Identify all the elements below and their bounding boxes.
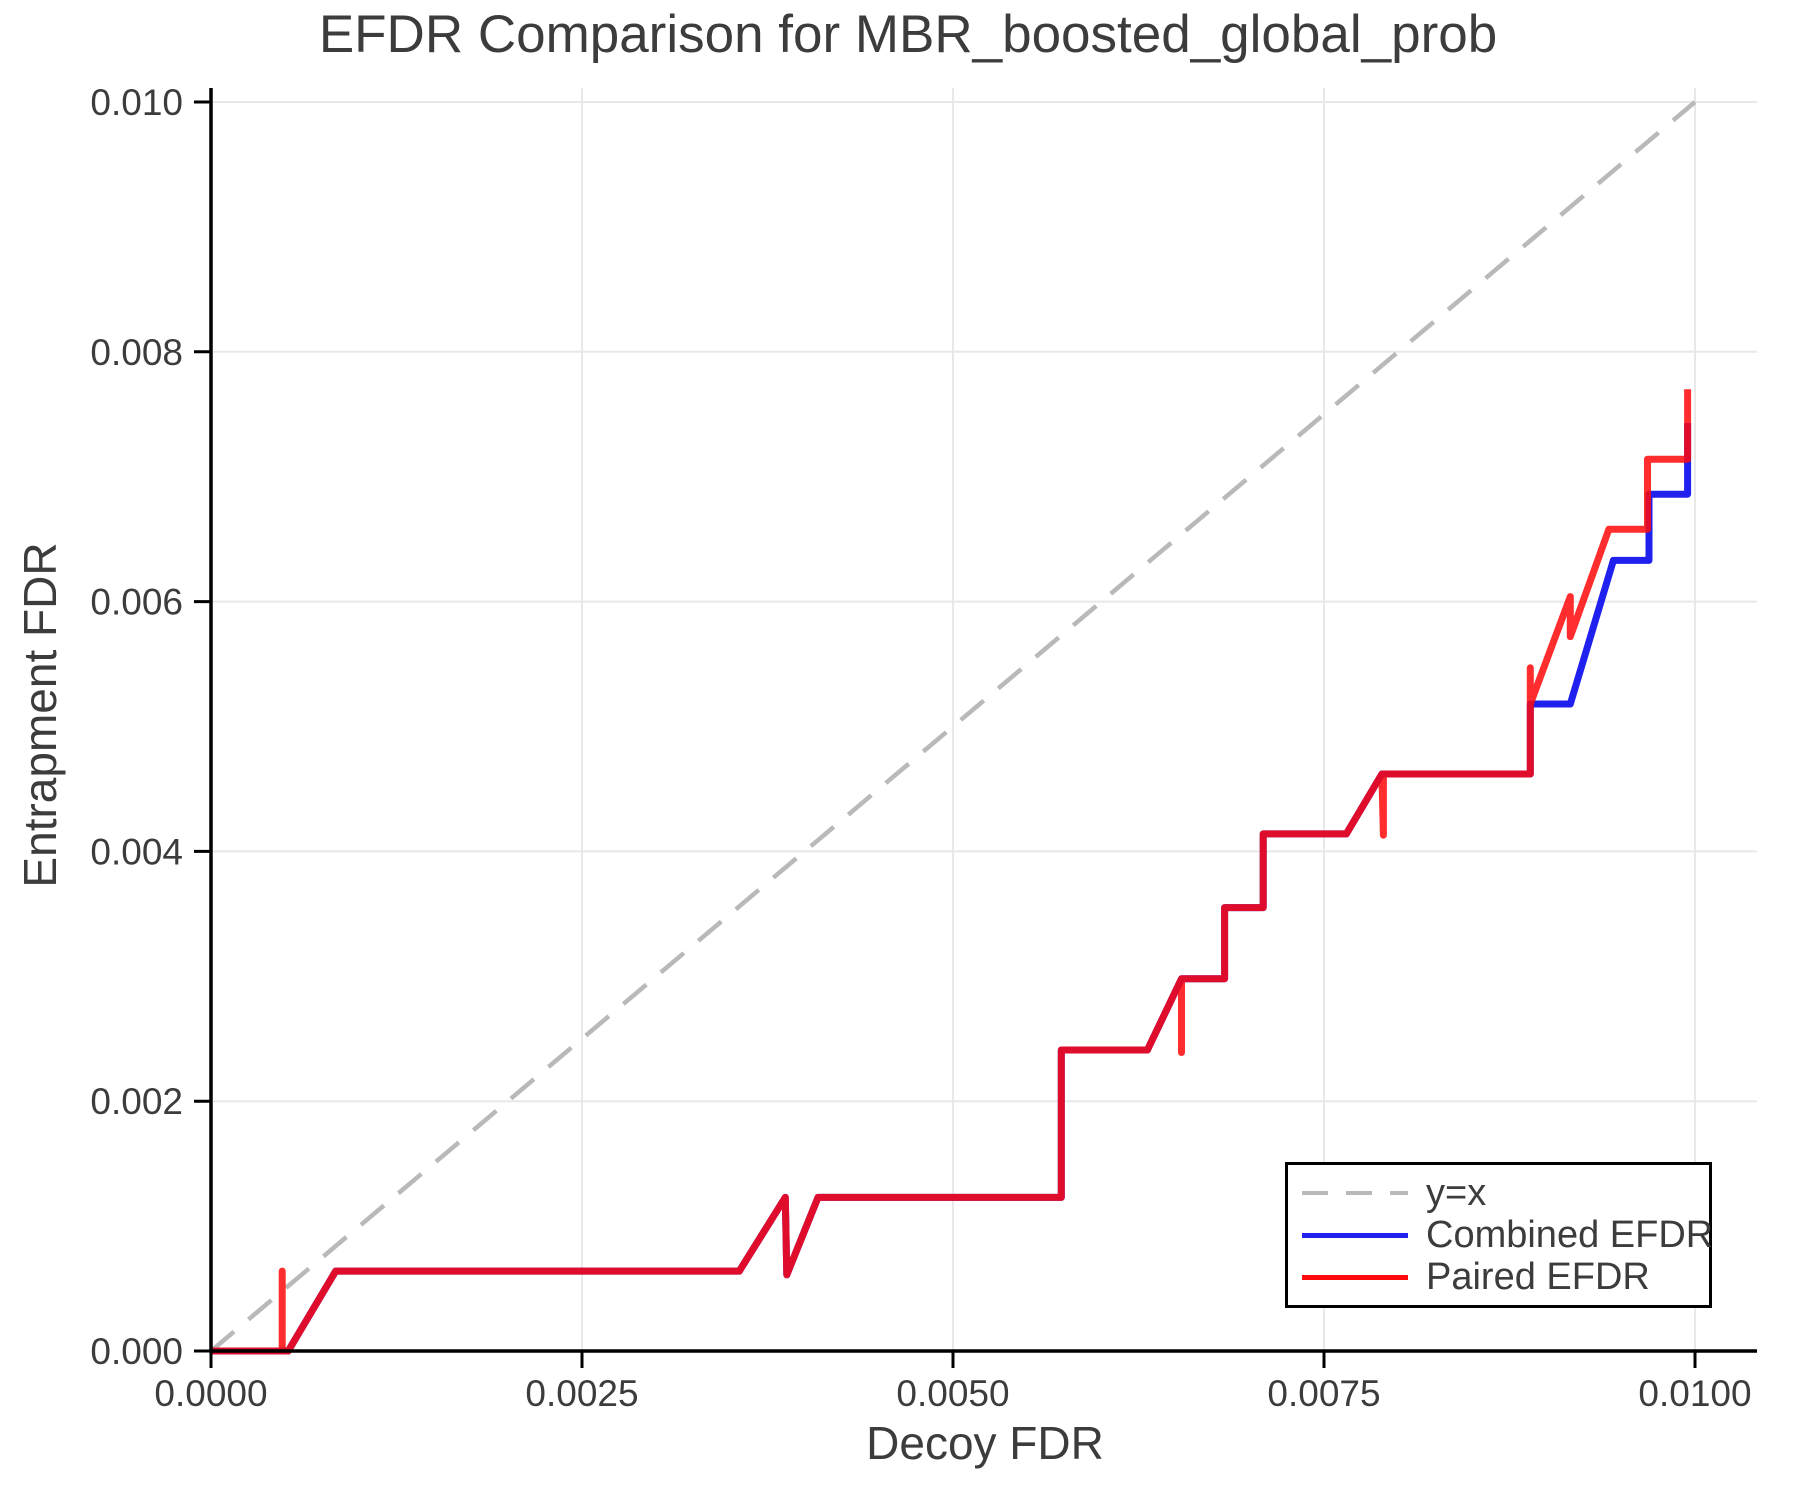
x-axis-title: Decoy FDR: [866, 1417, 1104, 1469]
y-tick-label: 0.004: [90, 831, 183, 872]
y-axis-title: Entrapment FDR: [14, 542, 66, 888]
series-paired_efdr: [211, 389, 1692, 1355]
legend-label: Paired EFDR: [1426, 1256, 1650, 1298]
legend-sample-dashed-line: [1302, 1191, 1408, 1195]
y-tick-label: 0.010: [90, 82, 183, 123]
legend-sample-blue-line: [1302, 1232, 1408, 1238]
legend-entry-paired-efdr: Paired EFDR: [1302, 1258, 1709, 1296]
legend-label: Combined EFDR: [1426, 1214, 1714, 1256]
y-tick-label: 0.002: [90, 1081, 183, 1122]
legend-label: y=x: [1426, 1172, 1487, 1214]
series-identity: [209, 100, 1697, 1353]
x-tick-label: 0.0100: [1638, 1373, 1751, 1414]
x-tick-label: 0.0000: [154, 1373, 267, 1414]
y-tick-label: 0.000: [90, 1331, 183, 1372]
y-tick-label: 0.008: [90, 332, 183, 373]
legend-entry-identity: y=x: [1302, 1174, 1709, 1212]
chart-title: EFDR Comparison for MBR_boosted_global_p…: [318, 5, 1498, 64]
x-tick-label: 0.0075: [1267, 1373, 1380, 1414]
legend: y=x Combined EFDR Paired EFDR: [1285, 1162, 1713, 1308]
legend-entry-combined-efdr: Combined EFDR: [1302, 1216, 1713, 1254]
y-tick-label: 0.006: [90, 582, 183, 623]
x-tick-label: 0.0025: [525, 1373, 638, 1414]
x-tick-label: 0.0050: [896, 1373, 1009, 1414]
legend-sample-red-line: [1302, 1274, 1408, 1280]
